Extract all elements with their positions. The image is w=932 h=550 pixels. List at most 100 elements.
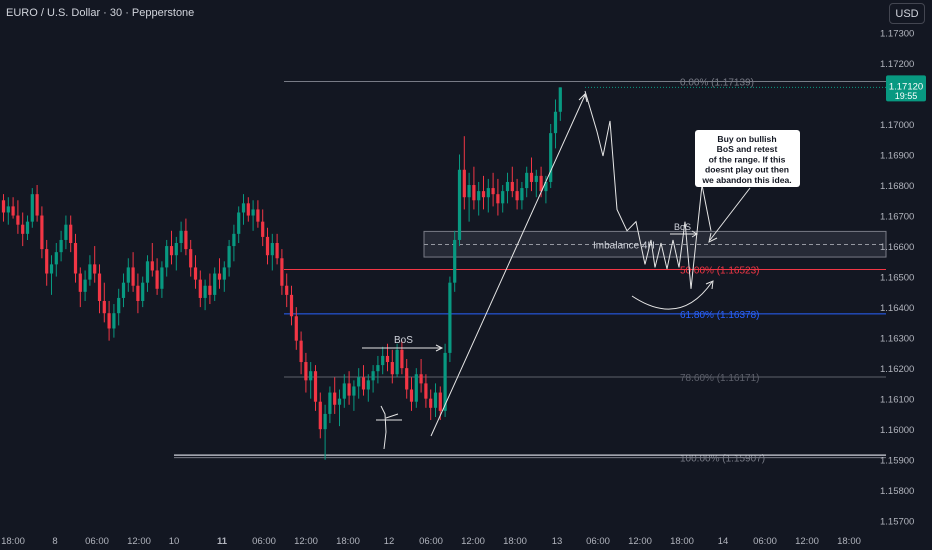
callout-text: BoS and retest — [717, 144, 778, 154]
candle-body — [419, 374, 423, 384]
time-tick: 18:00 — [670, 536, 694, 547]
candle-body — [256, 209, 260, 222]
candle-body — [16, 215, 20, 225]
candle-body — [515, 191, 519, 201]
candle-body — [93, 264, 97, 274]
time-tick: 06:00 — [586, 536, 610, 547]
candle-body — [467, 185, 471, 198]
candle-body — [496, 194, 500, 204]
candle-body — [501, 191, 505, 204]
candle-body — [45, 249, 49, 274]
fib-label: 100.00% (1.15907) — [680, 454, 765, 465]
candles — [1, 87, 562, 460]
retest-curve-arrowhead — [705, 280, 714, 290]
current-price-value: 1.17120 — [889, 81, 923, 92]
candle-body — [318, 401, 322, 430]
time-tick: 10 — [169, 536, 180, 547]
candle-body — [64, 224, 68, 240]
candle-body — [529, 172, 534, 182]
callout-text: we abandon this idea. — [701, 175, 791, 185]
candle-body — [107, 313, 111, 329]
candle-body — [6, 206, 10, 213]
bos-arrowhead-left — [435, 344, 444, 352]
candle-body — [49, 264, 54, 274]
callout-pointer-head — [708, 232, 718, 243]
chart-title: EURO / U.S. Dollar · 30 · Pepperstone — [6, 7, 195, 19]
time-tick: 06:00 — [85, 536, 109, 547]
price-tick: 1.15800 — [880, 486, 914, 497]
candle-body — [21, 224, 25, 234]
candle-body — [222, 267, 226, 280]
price-tick: 1.15700 — [880, 517, 914, 528]
projection-path — [584, 90, 712, 289]
candle-body — [1, 200, 6, 213]
price-tick: 1.17000 — [880, 120, 914, 131]
candle-body — [155, 270, 159, 289]
price-tick: 1.16900 — [880, 150, 914, 161]
time-tick: 18:00 — [503, 536, 527, 547]
fib-label: 61.80% (1.16378) — [680, 310, 760, 321]
fib-label: 78.60% (1.16171) — [680, 373, 760, 384]
candle-body — [270, 243, 274, 256]
candle-body — [131, 267, 135, 286]
candle-body — [294, 316, 298, 341]
time-tick: 8 — [52, 536, 57, 547]
candle-body — [385, 355, 390, 363]
candle-body — [361, 377, 366, 390]
candle-body — [11, 206, 15, 216]
candle-body — [179, 230, 183, 244]
candle-body — [453, 239, 457, 283]
time-tick: 12:00 — [294, 536, 318, 547]
candle-body — [73, 243, 78, 274]
candle-body — [97, 273, 102, 301]
candle-body — [424, 383, 428, 399]
candle-body — [203, 285, 207, 298]
candle-body — [241, 203, 246, 213]
candle-body — [189, 249, 193, 268]
candle-body — [299, 340, 303, 363]
candle-body — [165, 246, 169, 268]
candle-body — [280, 258, 284, 286]
candle-body — [83, 279, 87, 292]
candle-body — [414, 374, 418, 402]
retest-curve — [631, 281, 713, 310]
candle-body — [429, 398, 433, 408]
bos-arrowhead-right — [691, 230, 698, 238]
candle-body — [304, 362, 308, 381]
time-tick: 18:00 — [1, 536, 25, 547]
candle-body — [309, 371, 313, 381]
candle-body — [472, 185, 476, 201]
time-tick: 12 — [384, 536, 395, 547]
candle-body — [227, 246, 231, 268]
candle-body — [126, 267, 130, 283]
candle-body — [285, 285, 289, 295]
price-tick: 1.16300 — [880, 334, 914, 345]
price-axis[interactable]: 1.17300 1.17200 1.17000 1.16900 1.16800 1.167… — [585, 28, 926, 528]
candle-body — [121, 282, 126, 298]
time-axis[interactable]: 18:00 8 06:00 12:00 10 11 06:00 12:00 18:00 12 06:… — [1, 536, 861, 547]
candle-body — [443, 352, 447, 411]
candle-body — [371, 371, 375, 381]
candle-body — [232, 233, 236, 247]
candle-body — [78, 273, 82, 292]
imbalance-label: Imbalance 4H — [593, 241, 655, 252]
candle-body — [323, 413, 327, 430]
candle-body — [352, 386, 356, 396]
price-tick: 1.16000 — [880, 425, 914, 436]
callout-text: doesnt play out then — [705, 165, 789, 175]
price-tick: 1.17200 — [880, 59, 914, 70]
price-tick: 1.16600 — [880, 242, 914, 253]
candle-body — [217, 273, 222, 280]
candle-body — [549, 133, 553, 182]
candle-body — [251, 209, 255, 216]
currency-button[interactable]: USD — [889, 3, 925, 24]
price-tick: 1.17300 — [880, 28, 914, 39]
candle-body — [88, 264, 92, 280]
candle-body — [198, 279, 202, 298]
callout-text: Buy on bullish — [717, 134, 776, 144]
candle-body — [174, 243, 178, 256]
time-tick: 12:00 — [461, 536, 485, 547]
time-tick: 12:00 — [795, 536, 819, 547]
